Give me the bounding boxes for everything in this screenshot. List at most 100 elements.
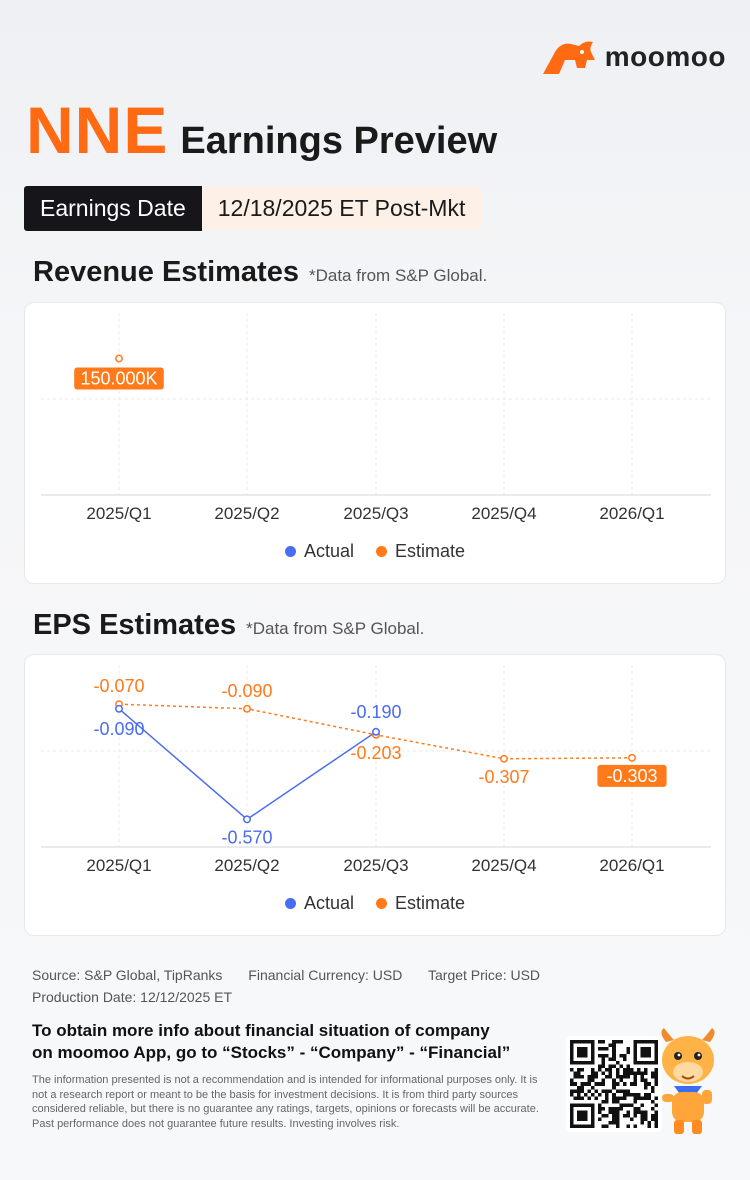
- qr-module: [633, 1071, 637, 1076]
- eps-legend: Actual Estimate: [25, 893, 725, 914]
- qr-module: [650, 1075, 655, 1079]
- qr-module: [612, 1054, 616, 1058]
- qr-module: [612, 1043, 616, 1048]
- qr-module: [612, 1113, 616, 1118]
- qr-module: [615, 1089, 620, 1093]
- qr-module: [643, 1078, 648, 1083]
- qr-module: [629, 1068, 634, 1072]
- qr-module: [577, 1096, 581, 1100]
- qr-module: [601, 1106, 606, 1111]
- qr-module: [626, 1047, 630, 1051]
- qr-module: [633, 1124, 637, 1128]
- legend-actual: Actual: [284, 541, 354, 562]
- qr-module: [573, 1082, 578, 1086]
- qr-code-icon: [570, 1040, 658, 1128]
- qr-module: [633, 1096, 637, 1100]
- qr-module: [591, 1071, 595, 1076]
- qr-module: [636, 1068, 641, 1072]
- qr-module: [594, 1071, 599, 1076]
- qr-module: [650, 1113, 655, 1118]
- legend-actual-label: Actual: [303, 541, 354, 561]
- qr-module: [619, 1054, 623, 1058]
- qr-module: [601, 1061, 606, 1065]
- qr-module: [633, 1078, 637, 1083]
- qr-module: [615, 1106, 620, 1111]
- qr-module: [622, 1103, 627, 1107]
- qr-module: [654, 1110, 658, 1114]
- qr-module: [570, 1082, 574, 1086]
- qr-module: [622, 1082, 627, 1086]
- qr-module: [612, 1078, 616, 1083]
- qr-module: [619, 1064, 623, 1069]
- qr-module: [654, 1068, 658, 1072]
- qr-module: [584, 1082, 588, 1086]
- qr-module: [608, 1043, 613, 1048]
- qr-module: [626, 1092, 630, 1097]
- bull-mascot-icon: [661, 1028, 715, 1134]
- qr-module: [640, 1103, 644, 1107]
- qr-module: [608, 1064, 613, 1069]
- qr-module: [626, 1113, 630, 1118]
- qr-module: [619, 1040, 623, 1044]
- qr-module: [619, 1103, 623, 1107]
- qr-module: [636, 1092, 641, 1097]
- qr-module: [601, 1082, 606, 1086]
- qr-module: [636, 1110, 641, 1114]
- qr-module: [573, 1096, 578, 1100]
- legend-estimate: Estimate: [376, 893, 465, 914]
- qr-module: [598, 1064, 602, 1069]
- currency-text: Financial Currency: USD: [248, 967, 403, 983]
- qr-module: [612, 1050, 616, 1055]
- qr-module: [643, 1071, 648, 1076]
- page-title: NNE Earnings Preview: [26, 92, 497, 168]
- estimate-data-label: 150.000K: [80, 369, 157, 389]
- qr-module: [591, 1085, 595, 1090]
- qr-module: [640, 1075, 644, 1079]
- qr-module: [573, 1075, 578, 1079]
- qr-module: [587, 1082, 592, 1086]
- estimate-point: [115, 354, 123, 363]
- qr-module: [598, 1040, 602, 1044]
- qr-module: [643, 1096, 648, 1100]
- qr-module: [580, 1096, 585, 1100]
- qr-module: [622, 1071, 627, 1076]
- estimate-data-label: -0.303: [606, 766, 657, 786]
- qr-module: [612, 1106, 616, 1111]
- qr-module: [608, 1075, 613, 1079]
- qr-module: [598, 1110, 602, 1114]
- qr-module: [612, 1120, 616, 1125]
- revenue-chart: 2025/Q1 2025/Q2 2025/Q3 2025/Q4 2026/Q1 150.0…: [41, 313, 711, 523]
- qr-module: [601, 1099, 606, 1104]
- qr-module: [598, 1092, 602, 1097]
- qr-module: [615, 1071, 620, 1076]
- estimate-dot-icon: [376, 546, 387, 557]
- qr-module: [633, 1113, 637, 1118]
- qr-module: [598, 1068, 602, 1072]
- qr-module: [605, 1075, 609, 1079]
- estimate-data-label: -0.070: [93, 676, 144, 696]
- qr-module: [640, 1110, 644, 1114]
- qr-module: [601, 1071, 606, 1076]
- qr-module: [601, 1047, 606, 1051]
- qr-module: [612, 1092, 616, 1097]
- qr-module: [605, 1054, 609, 1058]
- qr-module: [647, 1096, 651, 1100]
- qr-module: [570, 1078, 574, 1083]
- qr-module: [622, 1068, 627, 1072]
- qr-module: [633, 1075, 637, 1079]
- qr-module: [622, 1092, 627, 1097]
- qr-module: [633, 1082, 637, 1086]
- x-tick-label: 2026/Q1: [599, 856, 664, 875]
- qr-module: [643, 1085, 648, 1090]
- qr-module: [601, 1124, 606, 1128]
- qr-module: [622, 1096, 627, 1100]
- revenue-section-note: *Data from S&P Global.: [308, 266, 488, 285]
- qr-code[interactable]: [566, 1036, 662, 1132]
- qr-module: [605, 1099, 609, 1104]
- qr-module: [633, 1106, 637, 1111]
- actual-data-label: -0.090: [93, 719, 144, 739]
- cta-line-2: on moomoo App, go to “Stocks” - “Company…: [32, 1043, 511, 1062]
- qr-module: [612, 1047, 616, 1051]
- legend-estimate-label: Estimate: [395, 541, 466, 561]
- qr-module: [654, 1082, 658, 1086]
